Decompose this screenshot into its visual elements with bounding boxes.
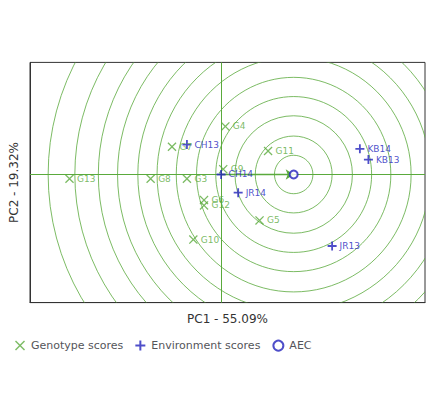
svg-text:Environment scores: Environment scores xyxy=(151,339,260,352)
svg-text:CH14: CH14 xyxy=(229,169,254,179)
svg-text:JR14: JR14 xyxy=(245,188,267,198)
svg-text:G4: G4 xyxy=(233,121,246,131)
svg-text:KB14: KB14 xyxy=(367,144,391,154)
svg-text:G11: G11 xyxy=(276,146,294,156)
svg-text:G12: G12 xyxy=(212,200,230,210)
svg-text:PC2 - 19.32%: PC2 - 19.32% xyxy=(7,142,21,223)
svg-text:CH13: CH13 xyxy=(194,140,219,150)
svg-text:JR13: JR13 xyxy=(339,241,360,251)
svg-text:G13: G13 xyxy=(77,174,95,184)
svg-text:G5: G5 xyxy=(267,215,280,225)
svg-text:KB13: KB13 xyxy=(376,155,400,165)
svg-text:G10: G10 xyxy=(201,235,220,245)
svg-text:PC1 - 55.09%: PC1 - 55.09% xyxy=(187,312,268,326)
svg-text:G8: G8 xyxy=(158,174,171,184)
svg-text:Genotype scores: Genotype scores xyxy=(31,339,124,352)
svg-text:AEC: AEC xyxy=(289,339,311,352)
svg-text:G7: G7 xyxy=(179,142,192,152)
svg-text:G3: G3 xyxy=(194,174,207,184)
